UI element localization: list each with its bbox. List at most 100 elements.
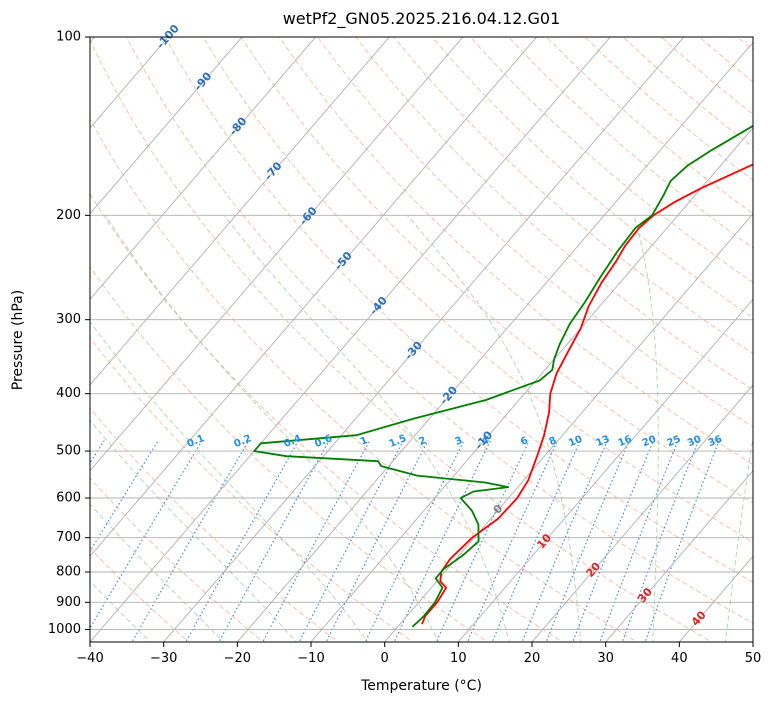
y-tick-label: 400 <box>56 386 81 401</box>
moist-adiabat-line <box>90 503 225 642</box>
x-tick-label: 50 <box>745 651 762 666</box>
mixing-ratio-label: 30 <box>686 434 703 449</box>
isotherm-line <box>163 37 685 642</box>
chart-title: wetPf2_GN05.2025.216.04.12.G01 <box>282 9 561 28</box>
isotherm-line <box>310 127 753 642</box>
dry-adiabat-line <box>508 37 753 249</box>
moist-adiabat-line <box>406 215 582 642</box>
x-tick-label: 40 <box>671 651 688 666</box>
isotherm-line <box>90 37 317 301</box>
dry-adiabat-line <box>164 37 753 583</box>
isotherm-line <box>90 37 538 557</box>
isotherm-line <box>531 384 753 642</box>
dry-adiabat-line <box>546 37 753 215</box>
mixing-ratio-label: 8 <box>548 435 559 448</box>
mixing-ratio-line <box>621 440 700 642</box>
mixing-ratio-line <box>298 440 404 642</box>
moist-adiabat-line <box>90 320 369 642</box>
moist-adiabat-line <box>223 215 510 642</box>
mixing-ratio-label: 2 <box>417 435 428 448</box>
y-tick-label: 800 <box>56 565 81 580</box>
y-tick-label: 1000 <box>48 622 81 637</box>
isotherm-line <box>90 37 243 215</box>
y-tick-label: 600 <box>56 491 81 506</box>
plot-frame <box>89 36 754 643</box>
dry-adiabat-line <box>90 336 414 642</box>
dry-adiabat-line <box>90 407 339 642</box>
mixing-ratio-line <box>90 440 203 630</box>
dry-adiabat-line <box>317 37 753 428</box>
dry-adiabat-line <box>126 37 753 624</box>
series-lines <box>253 124 753 628</box>
dry-adiabat-line <box>90 477 265 642</box>
x-tick-label: 30 <box>597 651 614 666</box>
mixing-ratio-label: 13 <box>594 434 611 449</box>
isotherm-line <box>90 37 390 386</box>
mixing-ratio-line <box>644 440 720 642</box>
y-tick-label: 700 <box>56 530 81 545</box>
mixing-ratio-label: 16 <box>617 434 634 449</box>
isotherm-line <box>90 37 169 129</box>
x-tick-label: −30 <box>150 651 177 666</box>
x-tick-label: −10 <box>297 651 324 666</box>
mixing-ratio-line <box>545 440 630 642</box>
mixing-ratio-label: 10 <box>567 434 584 449</box>
isotherm-line <box>90 37 611 642</box>
moist-adiabat-line <box>90 580 152 642</box>
isotherm-line <box>457 298 753 642</box>
dry-adiabat-line <box>202 37 753 543</box>
x-axis-label: Temperature (°C) <box>361 678 482 694</box>
mixing-ratio-line <box>393 440 491 642</box>
mixing-ratio-label: 4 <box>480 435 491 448</box>
mixing-ratio-line <box>185 440 299 642</box>
x-tick-label: 10 <box>450 651 467 666</box>
dry-adiabat-line <box>240 37 753 504</box>
y-tick-label: 900 <box>56 595 81 610</box>
mixing-ratio-line <box>262 440 371 642</box>
mixing-ratio-label: 6 <box>519 435 530 448</box>
mixing-ratio-line <box>131 440 250 642</box>
x-tick-label: −40 <box>76 651 103 666</box>
isotherm-line <box>752 641 753 642</box>
y-tick-label: 500 <box>56 444 81 459</box>
dry-adiabat-line <box>699 37 753 83</box>
dry-adiabat-line <box>584 37 753 181</box>
mixing-ratio-label: 36 <box>707 434 724 449</box>
y-axis-label: Pressure (hPa) <box>10 289 26 391</box>
x-tick-label: 0 <box>381 651 389 666</box>
x-tick-label: −20 <box>224 651 251 666</box>
mixing-ratio-label: 20 <box>641 434 658 449</box>
dry-adiabat-line <box>90 265 489 642</box>
isotherm-line <box>605 469 753 642</box>
mixing-ratio-line <box>521 440 608 642</box>
y-tick-label: 300 <box>56 312 81 327</box>
mixing-ratio-line <box>218 440 330 642</box>
isotherm-line <box>90 37 464 472</box>
dry-adiabat-line <box>737 37 753 51</box>
dry-adiabat-line <box>431 37 753 319</box>
mixing-ratio-line <box>364 440 465 642</box>
mixing-ratio-label: 1 <box>359 435 370 448</box>
dry-adiabat-line <box>90 118 638 642</box>
mixing-ratio-line <box>599 440 679 642</box>
dry-adiabat-line <box>622 37 753 148</box>
dry-adiabat-line <box>278 37 753 466</box>
mixing-ratio-line <box>325 440 429 642</box>
mixing-ratio-label: 0.1 <box>186 433 207 450</box>
x-tick-label: 20 <box>524 651 541 666</box>
mixing-ratio-line <box>491 440 581 642</box>
dry-adiabat-line <box>660 37 753 115</box>
axis-ticks: −40 −30 −20 −10 0 10 20 30 40 5010020030040050060… <box>48 30 761 667</box>
moist-adiabat-line <box>633 215 659 642</box>
mixing-ratio-label: 25 <box>665 434 682 449</box>
mixing-ratio-line <box>90 440 159 553</box>
isotherm-line <box>384 212 753 642</box>
mixing-ratio-label: 0.2 <box>233 433 254 450</box>
dry-adiabat-line <box>355 37 753 391</box>
moist-adiabat-line <box>90 419 297 642</box>
moist-adiabat-line <box>0 215 79 644</box>
grid-lines <box>90 37 753 642</box>
isotherm-line <box>236 41 753 642</box>
mixing-ratio-label: 3 <box>454 435 465 448</box>
